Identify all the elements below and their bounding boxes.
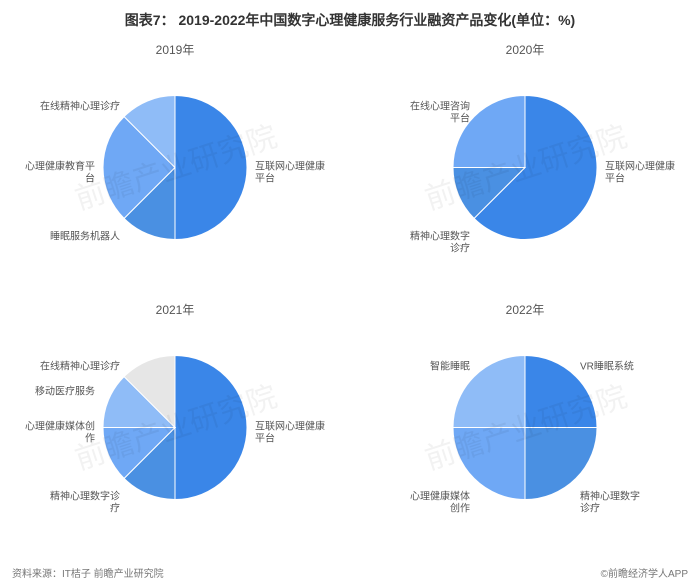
slice-label: 心理健康教育平 台: [25, 162, 95, 185]
panel-title-2021: 2021年: [0, 301, 350, 318]
slice-label: 互联网心理健康 平台: [605, 162, 675, 185]
pie-2020: 互联网心理健康 平台精神心理数字 诊疗在线心理咨询 平台: [453, 96, 597, 245]
pie-2019: 互联网心理健康 平台睡眠服务机器人心理健康教育平 台在线精神心理诊疗: [103, 96, 247, 245]
slice-label: VR睡眠系统: [580, 362, 634, 374]
slice-label: 精神心理数字诊 疗: [50, 492, 120, 515]
panel-2019: 2019年 互联网心理健康 平台睡眠服务机器人心理健康教育平 台在线精神心理诊疗…: [0, 35, 350, 295]
pie-slice: [175, 356, 247, 500]
pie-2021: 互联网心理健康 平台精神心理数字诊 疗心理健康媒体创 作移动医疗服务在线精神心理…: [103, 356, 247, 505]
slice-label: 互联网心理健康 平台: [255, 422, 325, 445]
slice-label: 心理健康媒体创 作: [25, 422, 95, 445]
panel-2021: 2021年 互联网心理健康 平台精神心理数字诊 疗心理健康媒体创 作移动医疗服务…: [0, 295, 350, 555]
slice-label: 精神心理数字 诊疗: [580, 492, 640, 515]
slice-label: 互联网心理健康 平台: [255, 162, 325, 185]
source-label: 资料来源：IT桔子 前瞻产业研究院: [12, 565, 164, 580]
app-label: ©前瞻经济学人APP: [601, 565, 688, 580]
slice-label: 智能睡眠: [430, 362, 470, 374]
pie-slice: [525, 428, 597, 500]
slice-label: 移动医疗服务: [35, 387, 95, 399]
panel-title-2020: 2020年: [350, 41, 700, 58]
slice-label: 在线心理咨询 平台: [410, 102, 470, 125]
pie-slice: [453, 428, 525, 500]
pie-slice: [175, 96, 247, 240]
slice-label: 在线精神心理诊疗: [40, 102, 120, 114]
slice-label: 在线精神心理诊疗: [40, 362, 120, 374]
panel-2022: 2022年 VR睡眠系统精神心理数字 诊疗心理健康媒体 创作智能睡眠 前瞻产业研…: [350, 295, 700, 555]
slice-label: 心理健康媒体 创作: [410, 492, 470, 515]
chart-grid: 2019年 互联网心理健康 平台睡眠服务机器人心理健康教育平 台在线精神心理诊疗…: [0, 35, 700, 555]
panel-2020: 2020年 互联网心理健康 平台精神心理数字 诊疗在线心理咨询 平台 前瞻产业研…: [350, 35, 700, 295]
slice-label: 精神心理数字 诊疗: [410, 232, 470, 255]
panel-title-2019: 2019年: [0, 41, 350, 58]
pie-2022: VR睡眠系统精神心理数字 诊疗心理健康媒体 创作智能睡眠: [453, 356, 597, 505]
chart-title: 图表7： 2019-2022年中国数字心理健康服务行业融资产品变化(单位：%): [0, 0, 700, 30]
slice-label: 睡眠服务机器人: [50, 232, 120, 244]
footer: 资料来源：IT桔子 前瞻产业研究院 ©前瞻经济学人APP: [12, 565, 688, 580]
panel-title-2022: 2022年: [350, 301, 700, 318]
